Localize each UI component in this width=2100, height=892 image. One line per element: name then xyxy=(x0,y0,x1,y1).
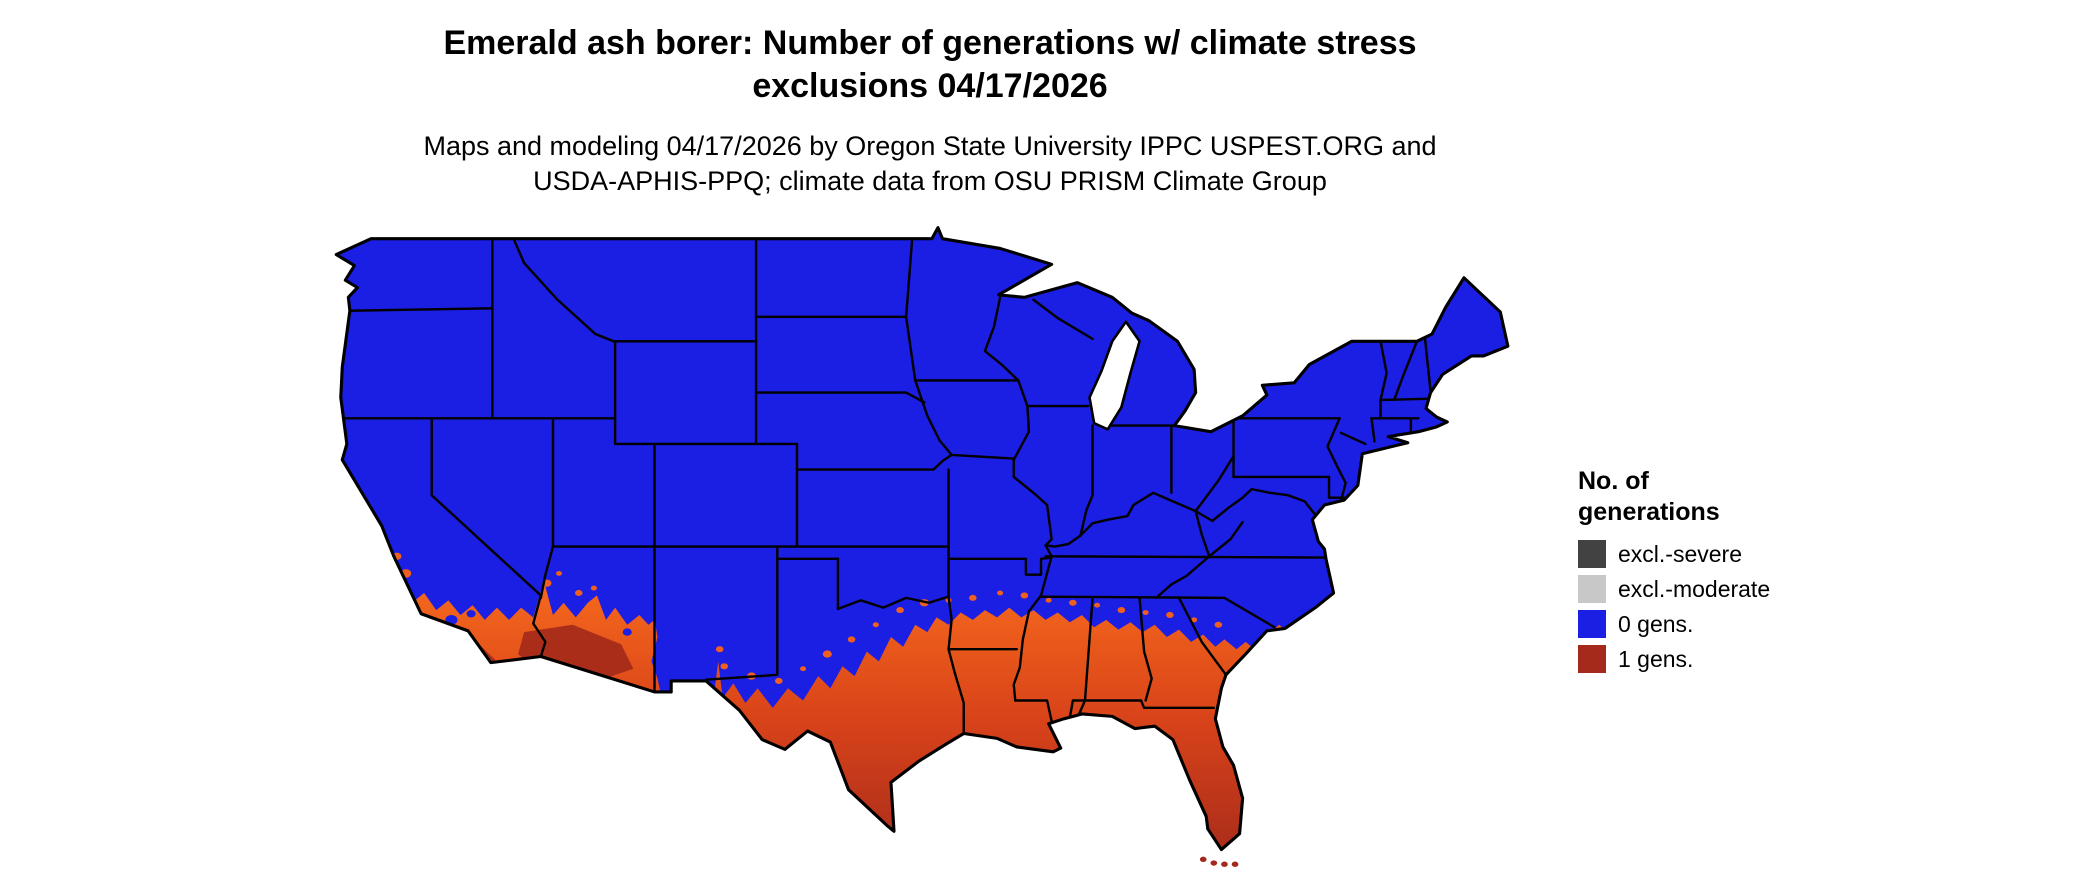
legend-label-0-gens: 0 gens. xyxy=(1618,610,1694,637)
legend-label-1-gens: 1 gens. xyxy=(1618,645,1694,672)
us-map-svg xyxy=(315,224,1520,867)
map-title-line-1: Emerald ash borer: Number of generations… xyxy=(443,24,1417,62)
legend-title-line-2: generations xyxy=(1578,497,1720,526)
legend-items: excl.-severe excl.-moderate 0 gens. 1 ge… xyxy=(1578,540,1770,673)
legend-label-excl-moderate: excl.-moderate xyxy=(1618,575,1771,602)
lake-michigan xyxy=(1090,322,1140,430)
legend-swatch-0-gens xyxy=(1578,610,1606,638)
legend-item-0-gens: 0 gens. xyxy=(1578,610,1770,638)
map-subtitle: Maps and modeling 04/17/2026 by Oregon S… xyxy=(0,129,1860,199)
legend-title-line-1: No. of xyxy=(1578,467,1649,495)
legend-title: No. of generations xyxy=(1578,466,1770,527)
us-outline xyxy=(336,228,1508,850)
map-subtitle-line-1: Maps and modeling 04/17/2026 by Oregon S… xyxy=(423,131,1437,161)
legend-swatch-excl-moderate xyxy=(1578,575,1606,603)
legend-item-excl-severe: excl.-severe xyxy=(1578,540,1770,568)
map-title-line-2: exclusions 04/17/2026 xyxy=(752,66,1108,105)
legend-item-1-gens: 1 gens. xyxy=(1578,645,1770,673)
legend-swatch-excl-severe xyxy=(1578,540,1606,568)
legend-label-excl-severe: excl.-severe xyxy=(1618,540,1742,567)
map-subtitle-line-2: USDA-APHIS-PPQ; climate data from OSU PR… xyxy=(533,166,1327,197)
legend-swatch-1-gens xyxy=(1578,645,1606,673)
figure-titles: Emerald ash borer: Number of generations… xyxy=(0,22,1860,199)
map-title: Emerald ash borer: Number of generations… xyxy=(0,22,1860,107)
legend: No. of generations excl.-severe excl.-mod… xyxy=(1578,466,1770,680)
legend-item-excl-moderate: excl.-moderate xyxy=(1578,575,1770,603)
florida-keys-dots xyxy=(1199,856,1239,867)
zero-generations-fill xyxy=(336,227,1508,850)
state-borders xyxy=(341,239,1431,734)
